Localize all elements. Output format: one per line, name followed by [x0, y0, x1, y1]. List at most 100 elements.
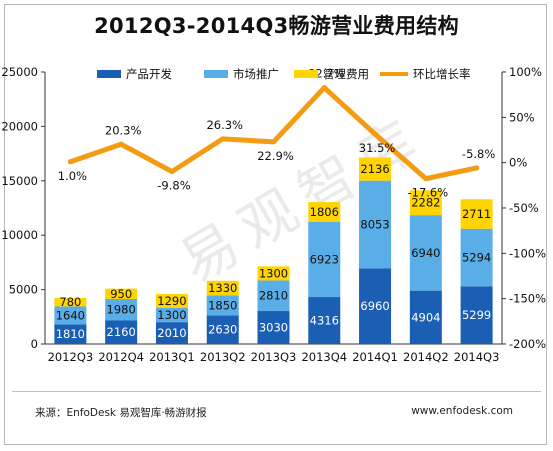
bar-value-label: 1850 [208, 298, 237, 312]
bar-value-label: 1330 [208, 281, 237, 295]
bar-segment [155, 322, 188, 344]
footer-divider [12, 391, 541, 392]
y-tick-label-right: -200% [509, 337, 546, 351]
y-tick-label-left: 0 [31, 337, 38, 351]
x-tick-label: 2014Q2 [403, 350, 449, 364]
x-tick-label: 2014Q3 [454, 350, 500, 364]
growth-value-label: -5.8% [462, 147, 495, 161]
bar-value-label: 6960 [360, 299, 389, 313]
bar-value-label: 5294 [462, 251, 491, 265]
y-tick-label-left: 10000 [1, 228, 38, 242]
growth-point [118, 141, 124, 147]
bar-value-label: 2282 [411, 196, 440, 210]
bar-segment [460, 199, 493, 229]
bar-segment [308, 297, 341, 344]
y-tick-label-right: -50% [509, 201, 539, 215]
bar-segment [54, 297, 87, 307]
x-tick-label: 2012Q3 [48, 350, 94, 364]
bar-segment [409, 290, 442, 344]
legend-swatch [97, 70, 121, 78]
y-tick-label-left: 15000 [1, 174, 38, 188]
x-tick-label: 2013Q2 [200, 350, 246, 364]
bar-value-label: 2136 [360, 162, 389, 176]
growth-value-label: 20.3% [105, 123, 142, 137]
bar-segment [206, 295, 239, 316]
bar-segment [359, 268, 392, 344]
bar-segment [257, 266, 290, 281]
growth-point [423, 176, 429, 182]
growth-point [169, 169, 175, 175]
bar-segment [257, 280, 290, 312]
bar-value-label: 3030 [259, 321, 288, 335]
x-tick-label: 2014Q1 [352, 350, 398, 364]
bar-value-label: 1806 [310, 205, 339, 219]
site-text: www.enfodesk.com [411, 405, 513, 417]
growth-value-label: -9.8% [157, 179, 190, 193]
growth-point [271, 139, 276, 145]
bar-value-label: 4316 [310, 314, 339, 328]
bar-value-label: 950 [110, 287, 132, 301]
legend-label: 产品开发 [126, 67, 172, 81]
bar-value-label: 8053 [360, 217, 389, 231]
y-tick-label-right: -150% [509, 292, 546, 306]
growth-point [67, 159, 73, 165]
bar-value-label: 6923 [310, 252, 339, 266]
bar-segment [155, 307, 188, 323]
bar-segment [460, 228, 493, 287]
growth-value-label: 31.5% [359, 141, 396, 155]
chart-frame [4, 4, 547, 445]
bar-segment [105, 288, 138, 299]
x-tick-label: 2013Q1 [149, 350, 195, 364]
growth-value-label: 26.3% [206, 118, 243, 132]
bar-value-label: 1980 [107, 303, 136, 317]
legend-swatch [204, 70, 228, 78]
bar-value-label: 1300 [157, 308, 186, 322]
bar-value-label: 2810 [259, 289, 288, 303]
y-tick-label-left: 20000 [1, 119, 38, 133]
bar-segment [105, 298, 138, 321]
x-tick-label: 2013Q4 [301, 350, 347, 364]
bar-value-label: 1810 [56, 327, 85, 341]
bar-segment [359, 180, 392, 269]
bar-segment [308, 202, 341, 222]
y-tick-label-left: 5000 [9, 283, 38, 297]
bar-value-label: 1290 [157, 294, 186, 308]
growth-point [372, 131, 378, 137]
bar-value-label: 2010 [157, 326, 186, 340]
y-tick-label-right: 50% [509, 110, 535, 124]
bar-value-label: 2711 [462, 207, 491, 221]
bar-segment [409, 215, 442, 291]
y-tick-label-right: -100% [509, 246, 546, 260]
bar-value-label: 780 [59, 295, 81, 309]
source-text: 来源：EnfoDesk 易观智库·畅游财报 [35, 407, 207, 419]
y-tick-label-left: 25000 [1, 65, 38, 79]
x-tick-label: 2013Q3 [251, 350, 297, 364]
bar-segment [206, 280, 239, 296]
bar-segment [54, 324, 87, 344]
y-tick-label-right: 0% [509, 156, 527, 170]
bar-segment [206, 315, 239, 344]
legend-swatch [294, 70, 318, 78]
growth-value-label: -17.6% [407, 186, 448, 200]
growth-point [220, 136, 226, 142]
bar-value-label: 6940 [411, 246, 440, 260]
y-tick-label-right: 100% [509, 65, 542, 79]
growth-point [321, 85, 327, 91]
bar-segment [409, 190, 442, 216]
bar-segment [308, 221, 341, 298]
growth-value-label: 1.0% [58, 169, 87, 183]
bar-value-label: 1640 [56, 308, 85, 322]
x-tick-label: 2012Q4 [98, 350, 144, 364]
bar-segment [155, 293, 188, 308]
bar-segment [105, 320, 138, 344]
legend-label: 管理费用 [323, 67, 369, 81]
bar-segment [257, 311, 290, 344]
bar-value-label: 2160 [107, 325, 136, 339]
legend-label: 环比增长率 [413, 67, 471, 81]
bar-value-label: 4904 [411, 310, 440, 324]
chart-title: 2012Q3-2014Q3畅游营业费用结构 [94, 14, 459, 38]
growth-point [474, 165, 480, 171]
legend-label: 市场推广 [233, 67, 279, 81]
growth-value-label: 22.9% [257, 149, 294, 163]
